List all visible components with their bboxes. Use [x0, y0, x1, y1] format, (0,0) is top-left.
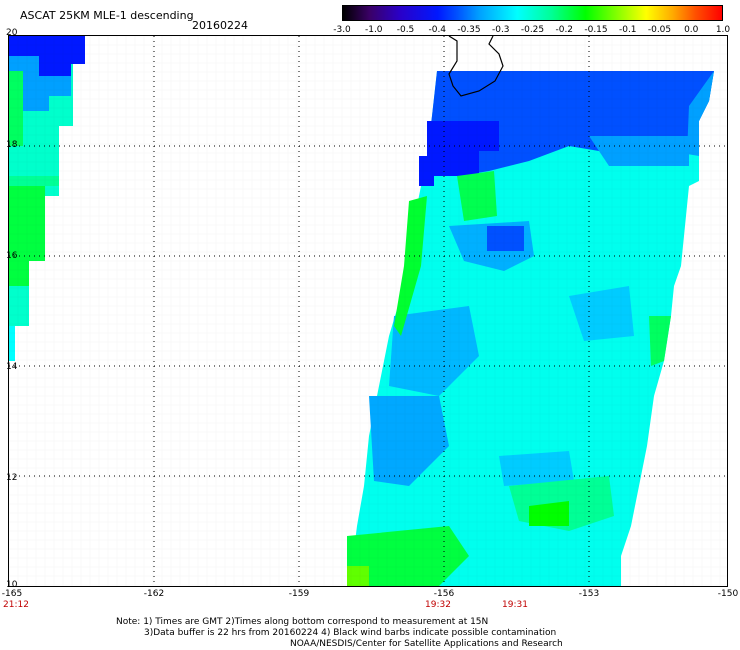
lon-label-165: -165 — [1, 589, 23, 599]
color-scale-label: -0.25 — [520, 25, 545, 35]
color-scale-label: -0.05 — [647, 25, 672, 35]
time-label-center: 19:32 — [425, 600, 451, 610]
lon-label-162: -162 — [143, 589, 165, 599]
island-outline — [448, 36, 504, 97]
color-scale-label: -0.2 — [555, 25, 574, 35]
time-label-left: 21:12 — [3, 600, 29, 610]
lat-label-16: 16 — [6, 251, 18, 261]
color-scale-label: -0.5 — [396, 25, 415, 35]
lon-label-159: -159 — [288, 589, 310, 599]
lat-label-14: 14 — [6, 362, 18, 372]
lon-label-156: -156 — [433, 589, 455, 599]
color-scale-label: 1.0 — [715, 25, 731, 35]
lon-label-150: -150 — [717, 589, 739, 599]
color-scale-label: -0.35 — [457, 25, 481, 35]
color-scale-label: 0.0 — [684, 25, 699, 35]
color-scale-label: -0.15 — [584, 25, 608, 35]
satellite-swath-map — [9, 36, 727, 586]
lat-label-12: 12 — [6, 473, 18, 483]
color-scale-label: -1.0 — [364, 25, 383, 35]
lat-label-10: 10 — [6, 580, 18, 590]
map-plot-area — [8, 35, 728, 587]
lat-lon-grid — [9, 36, 727, 586]
color-scale-label: -3.0 — [333, 25, 351, 35]
note-line-1: Note: 1) Times are GMT 2)Times along bot… — [116, 617, 489, 627]
color-scale-bar — [342, 5, 723, 21]
lat-label-20: 20 — [6, 28, 18, 38]
color-scale-label: -0.4 — [428, 25, 447, 35]
map-date: 20160224 — [192, 19, 248, 32]
lat-label-18: 18 — [6, 140, 18, 150]
note-line-2: 3)Data buffer is 22 hrs from 20160224 4)… — [144, 628, 557, 638]
color-scale-label: -0.1 — [618, 25, 637, 35]
time-label-right: 19:31 — [502, 600, 528, 610]
lon-label-153: -153 — [578, 589, 600, 599]
right-swath — [9, 36, 727, 586]
color-scale-label: -0.3 — [491, 25, 510, 35]
note-line-3: NOAA/NESDIS/Center for Satellite Applica… — [290, 639, 563, 649]
map-title: ASCAT 25KM MLE-1 descending — [20, 9, 194, 22]
